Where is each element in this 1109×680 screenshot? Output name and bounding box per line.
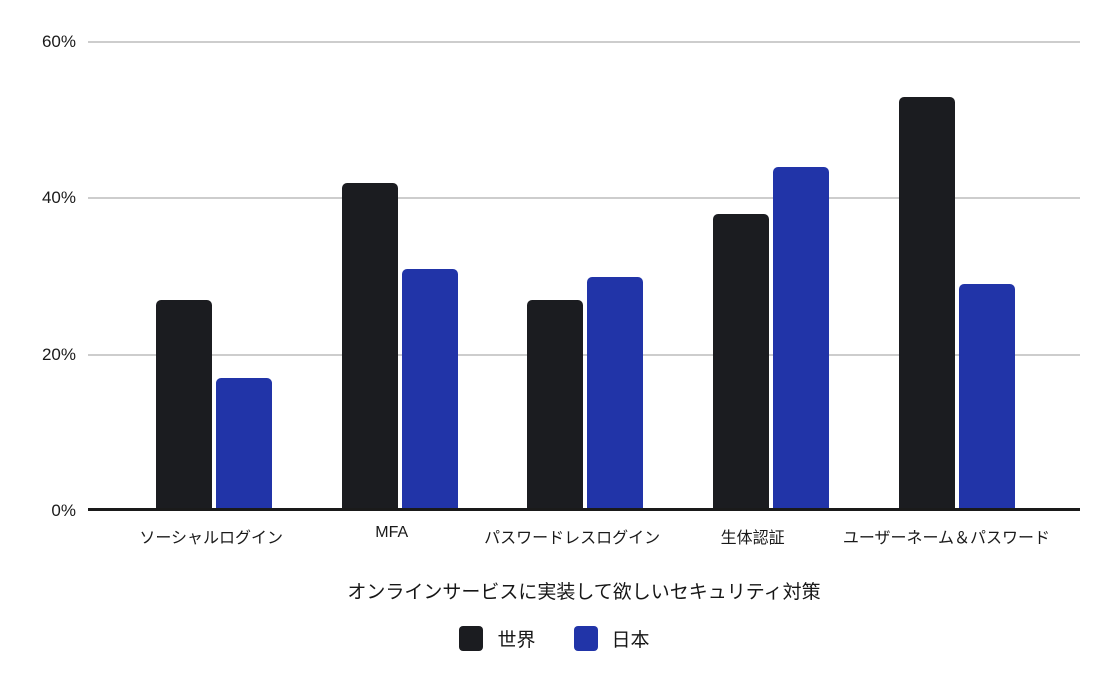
x-tick-label-2: MFA [375,524,409,541]
bar-日本-ユーザーネーム＆パスワード [959,284,1016,511]
bar-group-1 [121,42,307,511]
legend-label-world: 世界 [497,630,536,651]
legend-label-japan: 日本 [611,630,650,651]
bar-世界-MFA [341,182,398,511]
x-tick-label-3: パスワードレスログイン [484,530,661,547]
y-tick-label-20: 20% [41,344,76,364]
y-tick-label-60: 60% [41,32,76,51]
y-tick-label-40: 40% [41,188,76,208]
x-axis-title: オンラインサービスに実装して欲しいセキュリティ対策 [347,582,821,603]
legend-item-world: 世界 [459,625,536,652]
bar-groups [121,42,1050,511]
legend: 世界 日本 [0,625,1109,652]
bar-group-4 [678,42,864,511]
gridline-60 [88,41,1080,43]
plot-area [88,41,1080,511]
x-tick-label-4: 生体認証 [720,530,785,547]
x-tick-label-1: ソーシャルログイン [139,530,284,547]
gridline-20 [88,353,1080,356]
legend-swatch-world [459,626,484,651]
gridline-40 [88,197,1080,200]
bar-group-2 [307,42,493,511]
legend-item-japan: 日本 [573,625,650,652]
bar-group-3 [493,42,679,511]
bar-日本-ソーシャルログイン [215,378,272,511]
legend-swatch-japan [573,626,598,651]
x-axis-tick-labels: ソーシャルログイン MFA パスワードレスログイン 生体認証 ユーザーネーム＆パスワード [121,524,1050,548]
bar-世界-ソーシャルログイン [155,299,212,511]
bar-group-5 [864,42,1050,511]
x-tick-label-5: ユーザーネーム＆パスワード [842,530,1051,547]
bar-世界-パスワードレスログイン [527,299,584,511]
bar-日本-MFA [401,268,458,511]
bar-日本-パスワードレスログイン [587,276,644,511]
y-axis-tick-labels: 0% 20% 40% 60% [0,32,76,520]
bar-世界-ユーザーネーム＆パスワード [899,96,956,511]
bar-世界-生体認証 [713,213,770,511]
y-tick-label-0: 0% [51,501,76,520]
bar-日本-生体認証 [773,167,830,511]
x-axis-line [88,508,1080,511]
